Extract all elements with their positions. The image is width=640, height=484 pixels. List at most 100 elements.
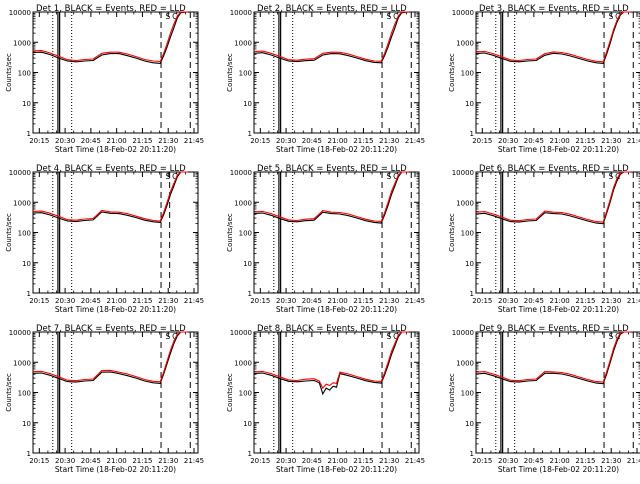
y-tick-label: 1000 <box>234 199 252 207</box>
x-tick-label: 20:15 <box>29 297 49 305</box>
marker-label-s: S <box>387 332 392 341</box>
y-axis-label: Counts/sec <box>448 373 456 412</box>
x-tick-label: 21:45 <box>184 457 204 465</box>
series-line-events <box>32 11 188 64</box>
panel-title: Det 9, BLACK = Events, RED = LLD <box>479 324 629 334</box>
x-tick-label: 21:15 <box>353 137 373 145</box>
y-tick-label: 1000 <box>456 39 474 47</box>
y-tick-label: 1 <box>27 290 31 298</box>
x-tick-label: 21:15 <box>353 297 373 305</box>
x-tick-label: 20:15 <box>29 137 49 145</box>
y-axis-label: Counts/sec <box>226 373 234 412</box>
x-tick-label: 21:00 <box>550 297 570 305</box>
x-tick-label: 20:30 <box>55 137 75 145</box>
x-tick-label: 20:45 <box>524 297 544 305</box>
x-tick-label: 20:45 <box>81 457 101 465</box>
x-tick-label: 20:45 <box>302 297 322 305</box>
y-tick-label: 10 <box>22 100 31 108</box>
y-tick-label: 100 <box>18 390 31 398</box>
y-tick-label: 10 <box>22 420 31 428</box>
y-tick-label: 10000 <box>230 329 252 337</box>
marker-label-s: S <box>609 12 614 21</box>
y-tick-label: 10 <box>465 100 474 108</box>
y-tick-label: 1000 <box>456 359 474 367</box>
series-line-events <box>253 331 409 396</box>
x-tick-label: 20:45 <box>302 457 322 465</box>
x-tick-label: 20:30 <box>498 297 518 305</box>
y-tick-label: 10 <box>465 260 474 268</box>
y-tick-label: 1 <box>470 130 474 138</box>
y-tick-label: 100 <box>239 70 252 78</box>
x-tick-label: 21:00 <box>107 457 127 465</box>
marker-label-c: C <box>393 12 398 21</box>
y-tick-label: 10 <box>243 260 252 268</box>
y-tick-label: 1 <box>248 130 252 138</box>
y-axis-label: Counts/sec <box>5 213 13 252</box>
x-axis-label: Start Time (18-Feb-02 20:11:20) <box>55 145 176 154</box>
y-tick-label: 1 <box>470 290 474 298</box>
x-tick-label: 20:30 <box>55 297 75 305</box>
marker-label-c: C <box>393 172 398 181</box>
x-tick-label: 21:00 <box>107 297 127 305</box>
x-tick-label: 21:45 <box>627 137 640 145</box>
y-tick-label: 1 <box>27 130 31 138</box>
marker-label-s: S <box>166 172 171 181</box>
x-tick-label: 20:30 <box>276 297 296 305</box>
x-tick-label: 21:00 <box>107 137 127 145</box>
y-tick-label: 100 <box>18 230 31 238</box>
x-axis-label: Start Time (18-Feb-02 20:11:20) <box>498 465 619 474</box>
x-tick-label: 20:45 <box>81 137 101 145</box>
x-tick-label: 21:30 <box>601 137 621 145</box>
y-axis-label: Counts/sec <box>448 53 456 92</box>
x-tick-label: 21:45 <box>184 137 204 145</box>
y-axis-label: Counts/sec <box>5 53 13 92</box>
y-tick-label: 10 <box>243 420 252 428</box>
x-axis-label: Start Time (18-Feb-02 20:11:20) <box>276 465 397 474</box>
y-tick-label: 1000 <box>234 359 252 367</box>
x-axis-label: Start Time (18-Feb-02 20:11:20) <box>276 305 397 314</box>
panel-det-6: Det 6, BLACK = Events, RED = LLD 1 10 100 10… <box>448 164 640 314</box>
panel-det-4: Det 4, BLACK = Events, RED = LLD 1 10 100 10… <box>5 164 204 314</box>
x-tick-label: 20:15 <box>472 457 492 465</box>
x-tick-label: 21:15 <box>353 457 373 465</box>
panel-title: Det 8, BLACK = Events, RED = LLD <box>257 324 407 334</box>
series-line-lld <box>253 331 409 390</box>
panel-title: Det 3, BLACK = Events, RED = LLD <box>479 4 629 14</box>
y-axis-label: Counts/sec <box>226 213 234 252</box>
y-tick-label: 1000 <box>13 359 31 367</box>
x-tick-label: 21:30 <box>158 457 178 465</box>
x-tick-label: 20:15 <box>472 297 492 305</box>
x-tick-label: 20:30 <box>498 457 518 465</box>
series-line-lld <box>475 331 631 383</box>
y-tick-label: 10 <box>465 420 474 428</box>
x-tick-label: 20:45 <box>524 137 544 145</box>
series-line-events <box>475 11 631 64</box>
y-tick-label: 100 <box>461 230 474 238</box>
series-line-events <box>253 171 409 224</box>
y-tick-label: 1 <box>27 450 31 458</box>
series-line-lld <box>253 171 409 223</box>
x-tick-label: 21:15 <box>132 297 152 305</box>
x-tick-label: 20:15 <box>250 297 270 305</box>
x-tick-label: 21:45 <box>405 137 425 145</box>
x-tick-label: 20:30 <box>55 457 75 465</box>
x-tick-label: 20:45 <box>524 457 544 465</box>
marker-label-c: C <box>172 172 177 181</box>
series-line-lld <box>32 331 188 383</box>
series-line-lld <box>253 11 409 62</box>
x-tick-label: 21:00 <box>550 137 570 145</box>
series-line-events <box>32 171 188 223</box>
x-tick-label: 20:45 <box>302 137 322 145</box>
y-tick-label: 10000 <box>9 169 31 177</box>
x-tick-label: 21:30 <box>158 137 178 145</box>
marker-label-s: S <box>609 332 614 341</box>
y-tick-label: 1 <box>248 290 252 298</box>
x-tick-label: 20:15 <box>29 457 49 465</box>
x-tick-label: 21:45 <box>405 297 425 305</box>
series-line-events <box>475 331 631 385</box>
y-tick-label: 10 <box>22 260 31 268</box>
x-tick-label: 20:30 <box>276 137 296 145</box>
panel-det-1: Det 1, BLACK = Events, RED = LLD 1 10 100 10… <box>5 4 204 154</box>
x-tick-label: 21:15 <box>132 457 152 465</box>
x-tick-label: 21:30 <box>601 297 621 305</box>
